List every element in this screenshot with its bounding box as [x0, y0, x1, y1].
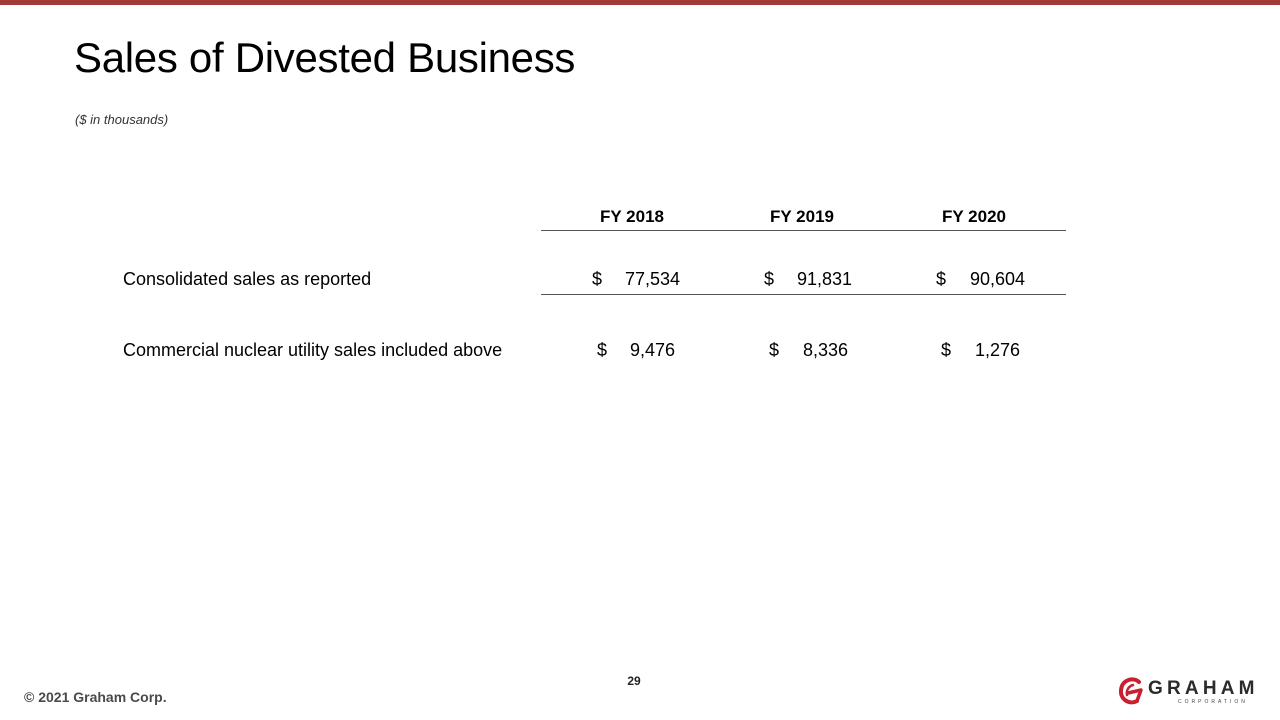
amount-value: 9,476: [629, 340, 675, 360]
units-note: ($ in thousands): [75, 112, 169, 127]
column-header-fy2020: FY 2020: [942, 207, 1006, 226]
amount-value: 90,604: [969, 269, 1025, 289]
currency-symbol: $: [936, 269, 947, 289]
currency-symbol: $: [941, 340, 952, 360]
cell-nuclear-fy2018: $ 9,476: [597, 340, 675, 362]
cell-nuclear-fy2020: $ 1,276: [941, 340, 1020, 362]
cell-consolidated-fy2018: $ 77,534: [592, 269, 680, 291]
column-header-fy2018: FY 2018: [600, 207, 664, 226]
row-divider: [541, 294, 1066, 295]
cell-nuclear-fy2019: $ 8,336: [769, 340, 848, 362]
currency-symbol: $: [592, 269, 603, 289]
amount-value: 8,336: [802, 340, 848, 360]
graham-logo: GRAHAM CORPORATION: [1116, 674, 1262, 708]
currency-symbol: $: [764, 269, 775, 289]
page-number: 29: [627, 674, 641, 688]
amount-value: 1,276: [974, 340, 1020, 360]
logo-tagline: CORPORATION: [1178, 699, 1248, 705]
row-label-nuclear-sales: Commercial nuclear utility sales include…: [123, 340, 503, 360]
amount-value: 91,831: [796, 269, 852, 289]
copyright-notice: © 2021 Graham Corp.: [24, 689, 167, 705]
slide-title: Sales of Divested Business: [74, 34, 576, 81]
top-accent-bar: [0, 0, 1280, 5]
row-label-consolidated-sales: Consolidated sales as reported: [123, 269, 372, 289]
graham-g-icon: [1118, 677, 1143, 705]
header-underline: [541, 230, 1066, 231]
cell-consolidated-fy2019: $ 91,831: [764, 269, 852, 291]
column-header-fy2019: FY 2019: [770, 207, 834, 226]
logo-wordmark: GRAHAM: [1148, 678, 1259, 699]
currency-symbol: $: [769, 340, 780, 360]
cell-consolidated-fy2020: $ 90,604: [936, 269, 1025, 291]
amount-value: 77,534: [624, 269, 680, 289]
currency-symbol: $: [597, 340, 608, 360]
